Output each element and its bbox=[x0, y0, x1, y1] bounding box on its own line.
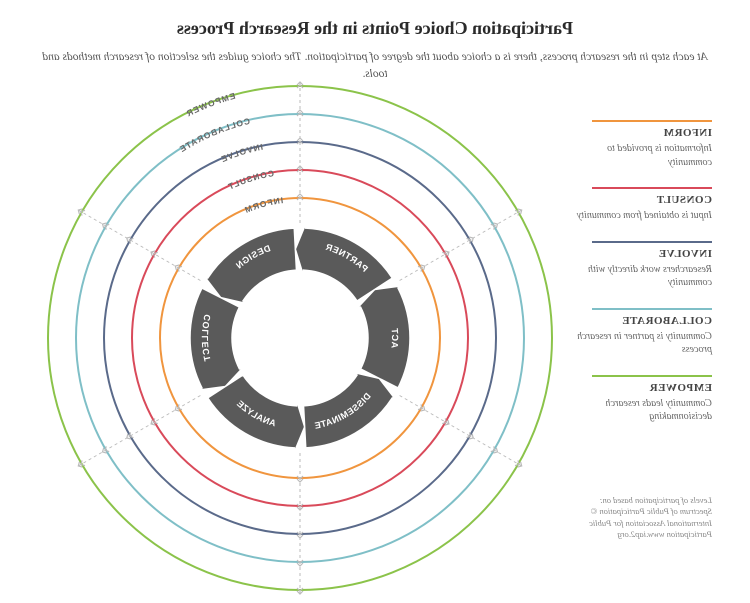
legend-title: INVOLVE bbox=[572, 248, 712, 260]
legend: INFORM Information is provided to communi… bbox=[572, 120, 712, 442]
attribution: Levels of participation based on: Spectr… bbox=[572, 495, 712, 541]
process-arrow-design bbox=[204, 228, 297, 304]
legend-line bbox=[592, 375, 712, 377]
legend-item-inform: INFORM Information is provided to communi… bbox=[572, 120, 712, 169]
legend-line bbox=[592, 308, 712, 310]
legend-title: CONSULT bbox=[572, 194, 712, 206]
diagram: EMPOWERCOLLABORATEINVOLVECONSULTINFORMDE… bbox=[40, 78, 560, 598]
legend-item-empower: EMPOWER Community leads research decision… bbox=[572, 375, 712, 424]
ring-label-empower: EMPOWER bbox=[184, 91, 236, 119]
legend-desc: Community leads research decisionmaking bbox=[572, 397, 712, 424]
legend-title: COLLABORATE bbox=[572, 315, 712, 327]
legend-item-consult: CONSULT Input is obtained from community bbox=[572, 187, 712, 223]
process-arrow-collect bbox=[190, 288, 244, 390]
ring-label-involve: INVOLVE bbox=[219, 142, 264, 165]
legend-desc: Input is obtained from community bbox=[572, 209, 712, 223]
legend-line bbox=[592, 187, 712, 189]
process-label-act: ACT bbox=[390, 327, 401, 348]
legend-item-collaborate: COLLABORATE Community is partner in resea… bbox=[572, 308, 712, 357]
ring-involve bbox=[104, 142, 496, 534]
legend-desc: Information is provided to community bbox=[572, 142, 712, 169]
page-title: Participation Choice Points in the Resea… bbox=[40, 18, 710, 39]
spoke-arrow-icon bbox=[297, 560, 303, 566]
legend-title: EMPOWER bbox=[572, 382, 712, 394]
spoke-arrow-icon bbox=[297, 476, 303, 482]
process-arrow-act bbox=[356, 286, 410, 388]
legend-title: INFORM bbox=[572, 127, 712, 139]
ring-collaborate bbox=[76, 114, 524, 562]
legend-item-involve: INVOLVE Researchers work directly with co… bbox=[572, 241, 712, 290]
legend-desc: Community is partner in research process bbox=[572, 330, 712, 357]
legend-line bbox=[592, 241, 712, 243]
legend-desc: Researchers work directly with community bbox=[572, 263, 712, 290]
legend-line bbox=[592, 120, 712, 122]
ring-label-consult: CONSULT bbox=[226, 168, 275, 192]
ring-label-inform: INFORM bbox=[242, 195, 283, 215]
page-container: Participation Choice Points in the Resea… bbox=[0, 0, 750, 599]
header: Participation Choice Points in the Resea… bbox=[0, 18, 750, 84]
spoke-arrow-icon bbox=[297, 110, 303, 116]
spoke-arrow-icon bbox=[297, 194, 303, 200]
